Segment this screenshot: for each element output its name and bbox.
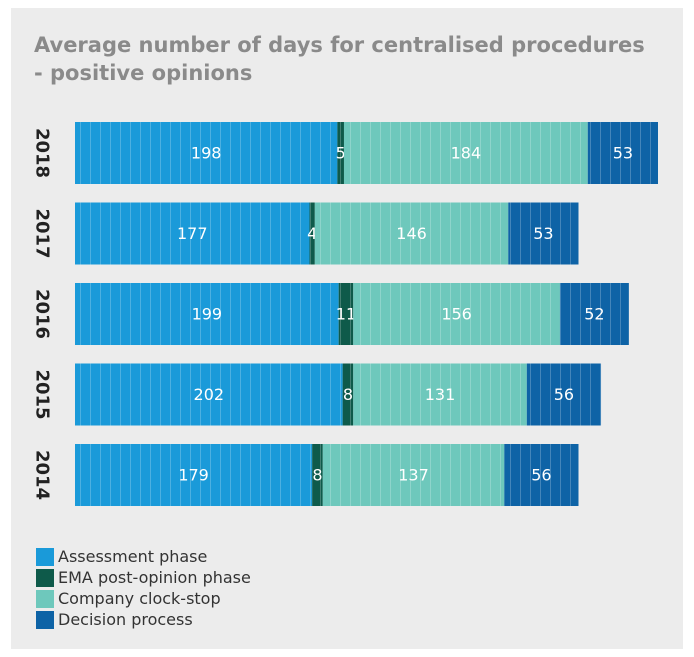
legend-label: Company clock-stop [58,589,221,608]
bar-texture-2018-series-3 [587,122,658,184]
bar-texture-2015-series-2 [353,363,527,426]
data-label-2015-series-1: 8 [343,385,353,404]
data-label-2018-series-1: 5 [336,144,346,163]
data-label-2015-series-0: 202 [194,385,225,404]
data-label-2017-series-0: 177 [177,224,208,243]
bar-texture-2014-series-3 [504,444,579,506]
bar-texture-2017-series-3 [508,202,579,265]
bar-texture-2015-series-3 [526,363,602,426]
data-label-2015-series-3: 56 [554,385,574,404]
bar-texture-2014-series-2 [322,444,505,506]
data-label-2016-series-0: 199 [192,305,223,324]
bar-texture-2015-series-1 [342,363,354,426]
bar-texture-2014-series-0 [75,444,313,506]
bar-texture-2016-series-0 [75,283,339,345]
data-label-2015-series-2: 131 [425,385,456,404]
data-label-2016-series-2: 156 [441,305,472,324]
legend-swatch [36,610,54,629]
data-label-2014-series-1: 8 [312,466,322,485]
legend-label: Assessment phase [58,547,208,566]
category-label-2015: 2015 [32,369,53,419]
bar-texture-2016-series-3 [559,283,629,345]
category-label-2017: 2017 [32,208,53,258]
data-label-2017-series-2: 146 [396,224,427,243]
data-label-2014-series-3: 56 [531,466,551,485]
legend-item-1: EMA post-opinion phase [36,567,251,588]
bar-texture-2017-series-1 [309,202,315,265]
legend-item-0: Assessment phase [36,546,251,567]
bar-texture-2015-series-0 [75,363,343,426]
data-label-2014-series-0: 179 [178,466,209,485]
data-label-2018-series-3: 53 [613,144,633,163]
bar-texture-2018-series-2 [343,122,588,184]
bar-texture-2014-series-1 [312,444,323,506]
bar-texture-2016-series-2 [353,283,560,345]
legend-swatch [36,547,54,566]
data-label-2016-series-1: 11 [336,305,356,324]
bar-texture-2017-series-0 [75,202,310,265]
legend-label: EMA post-opinion phase [58,568,251,587]
legend-item-3: Decision process [36,609,251,630]
bar-texture-2017-series-2 [314,202,509,265]
bar-texture-2018-series-0 [75,122,338,184]
bar-texture-2016-series-1 [338,283,354,345]
legend-swatch [36,568,54,587]
data-label-2017-series-3: 53 [533,224,553,243]
category-label-2016: 2016 [32,289,53,339]
category-label-2018: 2018 [32,128,53,178]
data-label-2018-series-2: 184 [451,144,482,163]
legend-item-2: Company clock-stop [36,588,251,609]
category-label-2014: 2014 [32,450,53,500]
data-label-2016-series-3: 52 [584,305,604,324]
data-label-2018-series-0: 198 [191,144,222,163]
chart-title: Average number of days for centralised p… [34,33,645,85]
data-label-2014-series-2: 137 [398,466,429,485]
bar-texture-2018-series-1 [337,122,344,184]
chart-legend: Assessment phase EMA post-opinion phase Co… [36,546,251,630]
data-label-2017-series-1: 4 [307,224,317,243]
legend-swatch [36,589,54,608]
legend-label: Decision process [58,610,193,629]
